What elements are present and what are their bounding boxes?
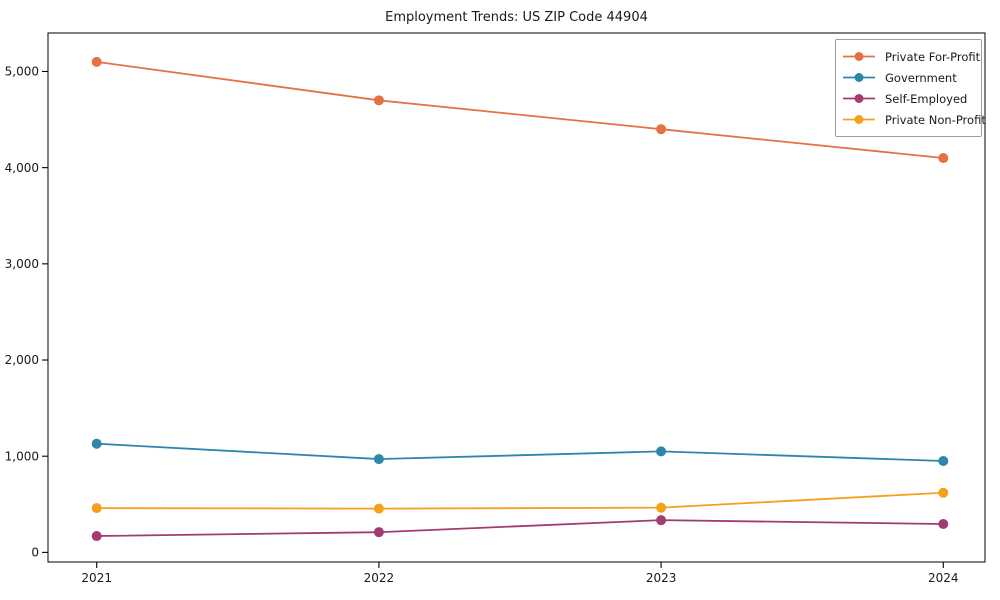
chart-title: Employment Trends: US ZIP Code 44904 bbox=[385, 10, 648, 25]
data-point bbox=[656, 502, 667, 513]
x-tick-label: 2022 bbox=[364, 571, 395, 585]
data-point bbox=[91, 56, 102, 67]
legend-line-marker-icon bbox=[843, 94, 875, 103]
data-point bbox=[656, 446, 667, 457]
data-point bbox=[938, 153, 949, 164]
legend-label: Government bbox=[885, 70, 957, 85]
data-point bbox=[373, 454, 384, 465]
data-point bbox=[373, 95, 384, 106]
plot-border bbox=[47, 32, 986, 563]
legend-label: Private Non-Profit bbox=[885, 112, 986, 127]
data-point bbox=[373, 527, 384, 538]
x-tick-label: 2023 bbox=[646, 571, 677, 585]
data-point bbox=[656, 515, 667, 526]
data-point bbox=[938, 487, 949, 498]
data-point bbox=[656, 124, 667, 135]
series-line-self-employed bbox=[96, 519, 944, 537]
legend-label: Self-Employed bbox=[885, 91, 968, 106]
y-tick-label: 1,000 bbox=[5, 449, 39, 463]
data-point bbox=[938, 456, 949, 467]
legend-item: Government bbox=[842, 67, 975, 88]
y-tick-label: 2,000 bbox=[5, 353, 39, 367]
y-tick-label: 5,000 bbox=[5, 65, 39, 79]
data-point bbox=[91, 531, 102, 542]
data-point bbox=[373, 503, 384, 514]
data-point bbox=[91, 503, 102, 514]
legend-item: Private For-Profit bbox=[842, 46, 980, 67]
series-line-private-for-profit bbox=[96, 60, 944, 159]
y-tick-label: 3,000 bbox=[5, 257, 39, 271]
legend-label: Private For-Profit bbox=[885, 49, 981, 64]
x-tick-label: 2021 bbox=[81, 571, 112, 585]
y-tick-label: 4,000 bbox=[5, 161, 39, 175]
chart-legend: Private For-Profit Government Self-Emplo… bbox=[835, 39, 986, 137]
series-line-government bbox=[96, 442, 944, 462]
legend-line-marker-icon bbox=[843, 52, 875, 61]
series-line-private-non-profit bbox=[96, 491, 944, 510]
legend-item: Private Non-Profit bbox=[842, 109, 986, 130]
legend-item: Self-Employed bbox=[842, 88, 975, 109]
data-point bbox=[91, 438, 102, 449]
y-tick-label: 0 bbox=[31, 546, 39, 560]
legend-line-marker-icon bbox=[843, 73, 875, 82]
x-tick-label: 2024 bbox=[928, 571, 959, 585]
data-point bbox=[938, 519, 949, 530]
legend-line-marker-icon bbox=[843, 115, 875, 124]
